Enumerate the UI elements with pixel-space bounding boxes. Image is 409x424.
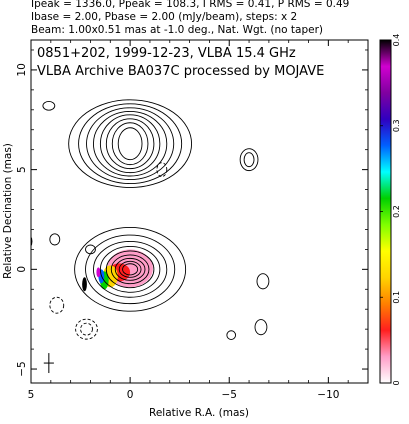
colorbar-tick-label-1: 0.1 [392,291,401,304]
x-axis-label: Relative R.A. (mas) [149,407,249,419]
header-line-2: Ibase = 2.00, Pbase = 2.00 (mJy/beam), s… [31,11,297,23]
northern-feature-contour-7 [68,99,193,189]
polarization-patch-6 [96,267,101,278]
isolated-contour-0 [42,100,56,111]
y-tick-label-2: 5 [16,166,28,173]
header-line-3: Beam: 1.00x0.51 mas at -1.0 deg., Nat. W… [31,24,323,36]
core-contour-5 [99,245,161,293]
x-tick-label-3: −10 [317,389,339,401]
y-tick-label-1: 0 [16,266,28,273]
core-contour-0 [122,263,139,276]
northern-feature-contour-5 [86,107,175,181]
negative-contour-2 [75,318,98,340]
isolated-contour-4 [31,235,33,247]
core-contour-7 [85,234,176,305]
isolated-contour-7 [254,319,268,336]
colorbar-tick-label-4: 0.4 [392,34,401,47]
beam-marker [43,353,54,374]
core-contour-2 [114,257,146,281]
colorbar-tick-label-3: 0.3 [392,119,401,132]
core-contour-6 [92,240,168,298]
isolated-contour-1 [243,152,255,168]
polarization-patch-7 [82,277,87,292]
northern-feature-contour-4 [92,110,168,177]
northern-feature-contour-6 [78,103,183,185]
y-tick-label-0: −5 [16,361,28,376]
plot-subtitle: VLBA Archive BA037C processed by MOJAVE [37,64,324,79]
core-contour-3 [110,254,150,285]
plot-frame [30,39,369,384]
negative-contour-0 [156,162,168,178]
northern-feature-contour-1 [111,122,149,166]
x-tick-label-0: 5 [28,389,35,401]
isolated-contour-2 [239,148,259,172]
isolated-contour-6 [256,273,270,290]
core-contour-1 [118,260,142,278]
negative-contour-3 [49,296,65,314]
isolated-contour-5 [49,233,61,246]
core-contour-8 [74,227,187,312]
plot-title: 0851+202, 1999-12-23, VLBA 15.4 GHz [37,46,296,61]
colorbar-tick-label-0: 0 [392,380,401,385]
colorbar-tick-label-2: 0.2 [392,205,401,218]
plot-area [31,99,270,340]
negative-contour-1 [80,322,93,336]
x-tick-label-2: −5 [221,389,236,401]
isolated-contour-8 [226,330,237,340]
northern-feature-contour-2 [105,118,155,170]
northern-feature-contour-3 [99,114,161,174]
header-line-1: Ipeak = 1336.0, Ppeak = 108.3, I RMS = 0… [31,0,349,10]
y-tick-label-3: 10 [16,63,28,76]
contour-layer [31,99,270,340]
y-axis-label: Relative Decination (mas) [2,143,14,279]
isolated-contour-3 [85,244,96,255]
core-contour-4 [105,250,155,289]
northern-feature-contour-0 [117,127,143,161]
x-tick-label-1: 0 [127,389,134,401]
colorbar-ticks: 0 0.1 0.2 0.3 0.4 [380,34,401,386]
axis-ticks: 5 0 −5 −10 −5 0 5 10 [16,40,369,401]
